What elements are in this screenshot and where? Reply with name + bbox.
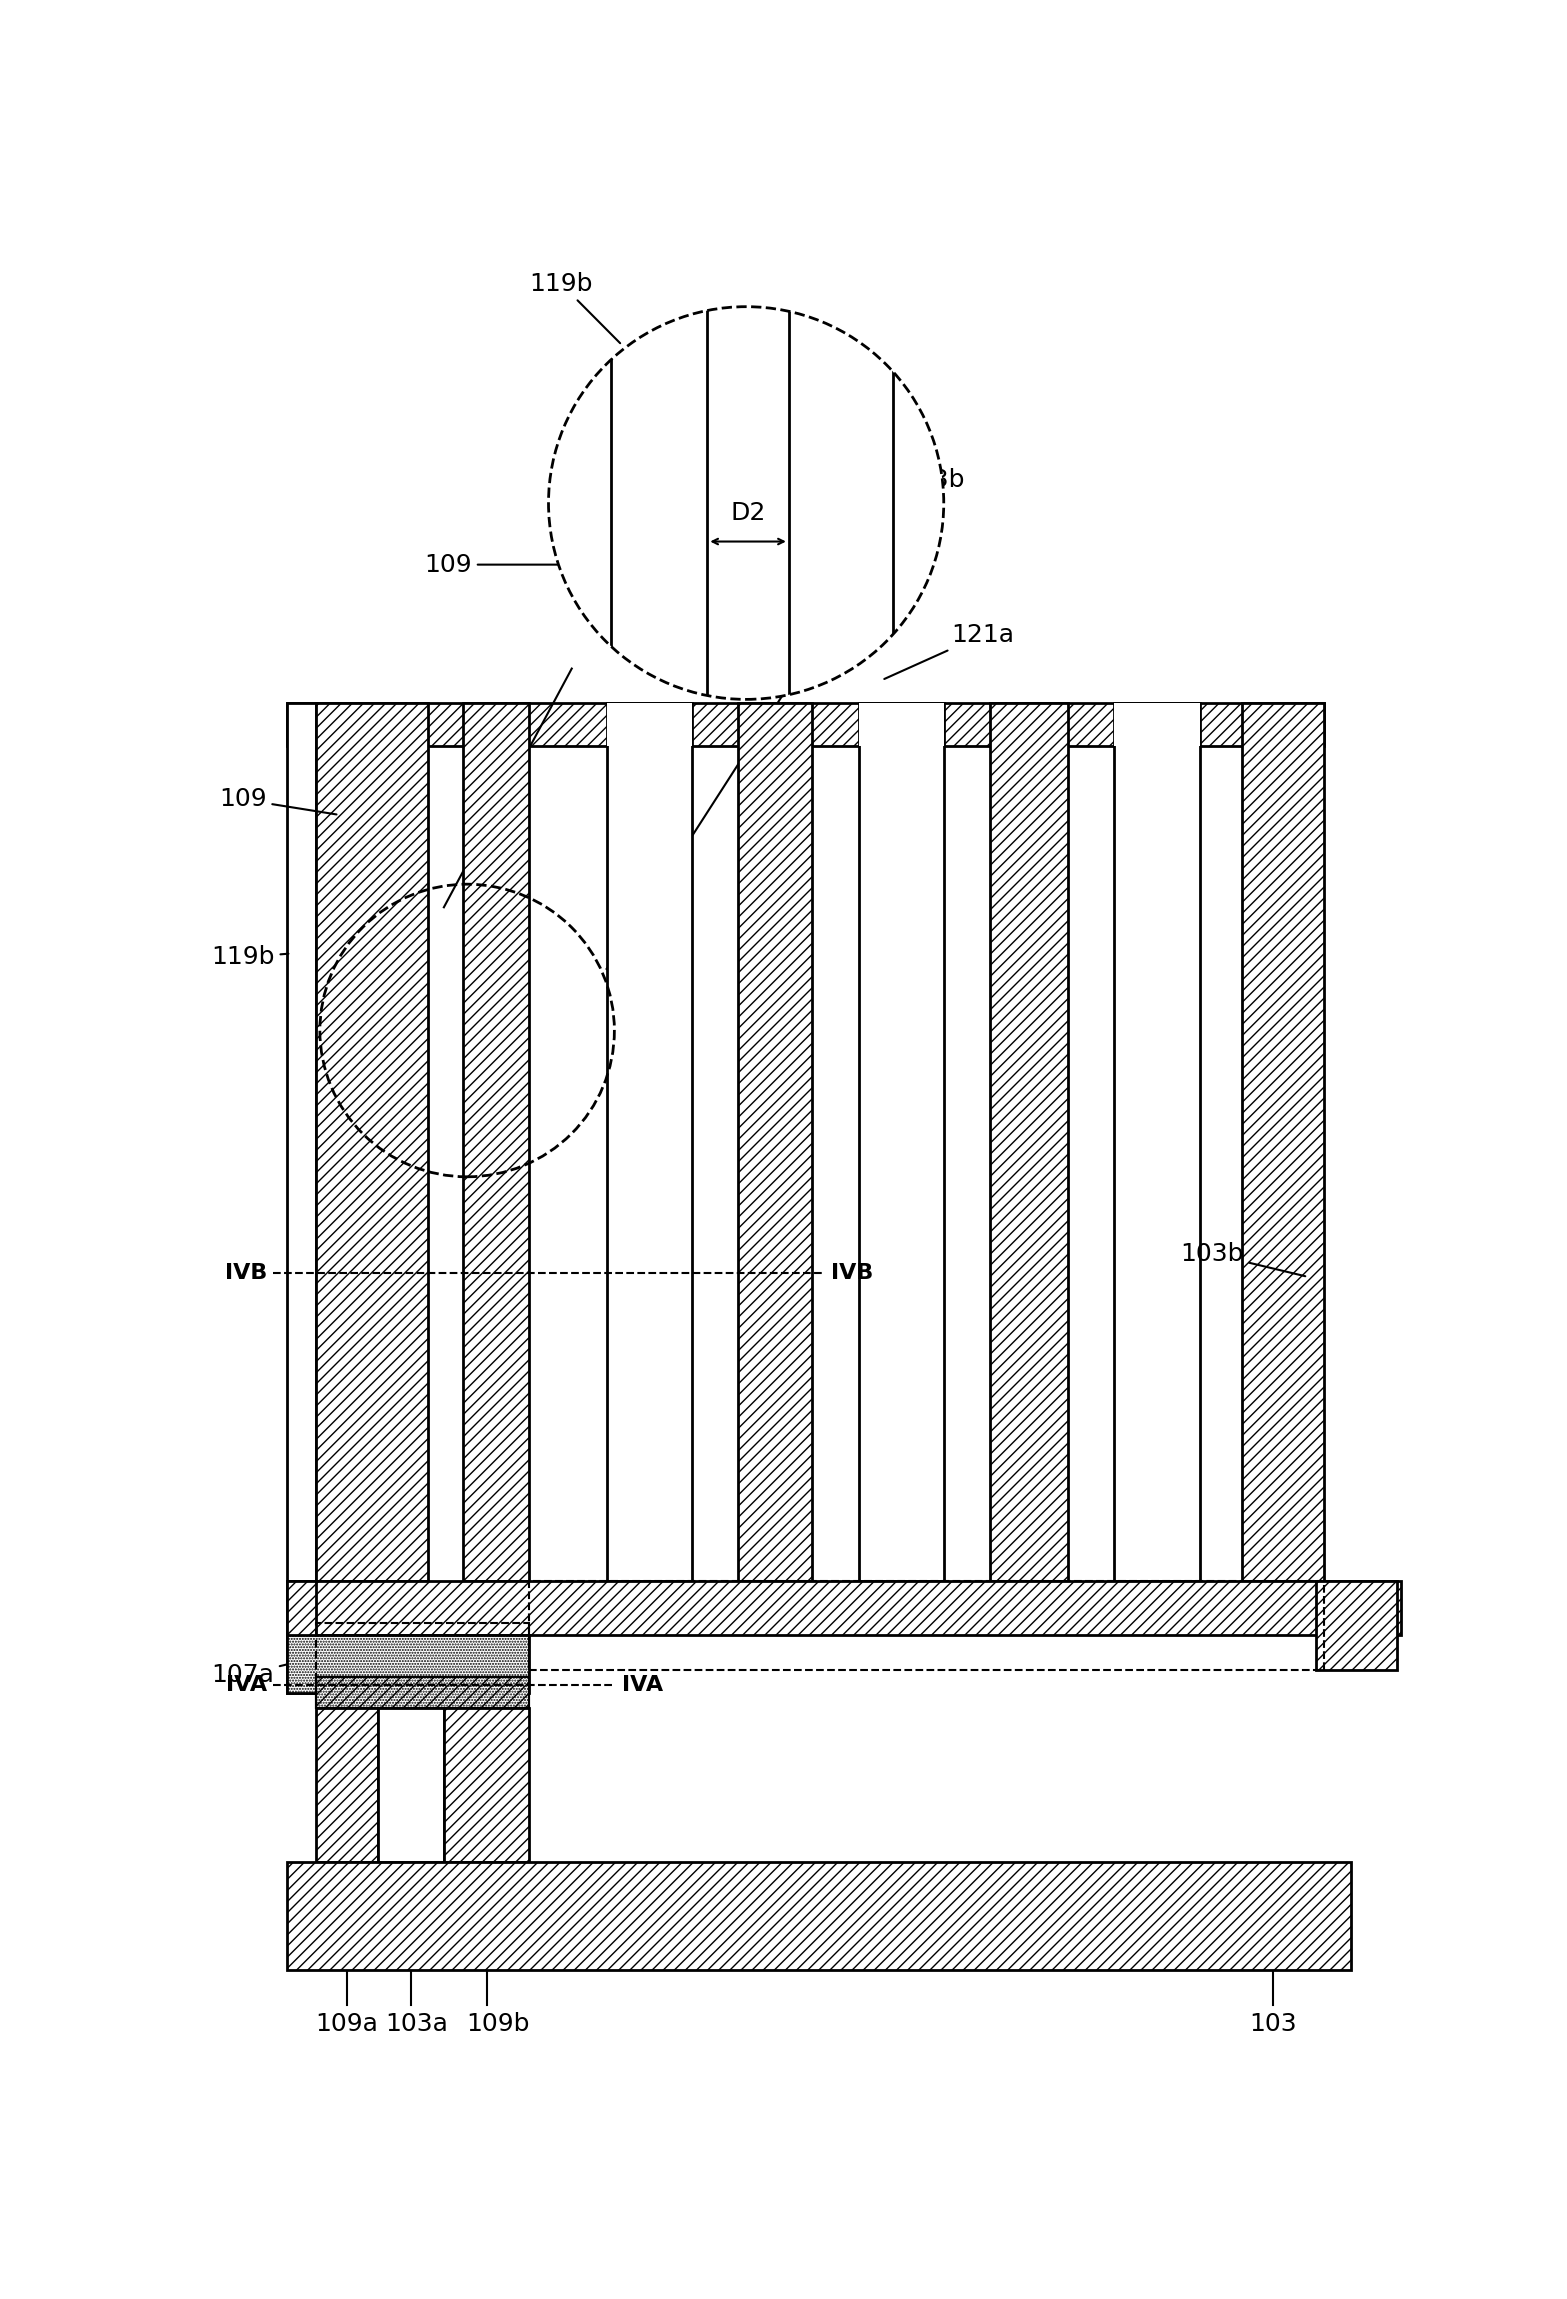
Circle shape — [548, 306, 943, 699]
Text: IVA: IVA — [226, 1676, 268, 1694]
Bar — [1114, 703, 1199, 745]
Bar — [287, 1862, 1351, 1970]
Bar — [788, 0, 893, 299]
Text: 109: 109 — [219, 789, 337, 814]
Text: 119b: 119b — [212, 945, 288, 970]
Bar — [287, 703, 317, 1582]
Bar — [317, 1708, 378, 1862]
Bar — [738, 703, 812, 1582]
Bar — [606, 703, 693, 1582]
Text: 109b: 109b — [467, 2012, 530, 2037]
Bar — [443, 1708, 530, 1862]
Bar — [317, 1623, 530, 1678]
Bar — [287, 1582, 1401, 1635]
Text: 121a: 121a — [884, 623, 1014, 678]
Bar — [859, 703, 943, 745]
Bar — [990, 703, 1067, 1582]
Bar — [530, 1582, 1324, 1669]
Bar — [317, 1678, 530, 1708]
Bar — [611, 0, 707, 299]
Text: IVB: IVB — [224, 1262, 268, 1283]
Bar — [707, 0, 788, 299]
Text: 109: 109 — [425, 552, 655, 577]
Bar — [859, 703, 943, 1582]
Bar — [287, 1635, 530, 1692]
Text: 103a: 103a — [385, 2012, 448, 2037]
Text: 107a: 107a — [212, 1662, 288, 1687]
Bar — [287, 1582, 317, 1692]
Text: 119b: 119b — [530, 271, 621, 343]
Bar — [287, 703, 1324, 745]
Bar — [1316, 1582, 1398, 1669]
Bar — [317, 703, 428, 1582]
Text: 103b: 103b — [881, 469, 965, 492]
Bar — [606, 703, 693, 745]
Text: 103b: 103b — [1180, 1241, 1305, 1276]
Bar — [378, 1708, 443, 1862]
Bar — [1114, 703, 1199, 1582]
Text: 103: 103 — [1249, 2012, 1297, 2037]
Bar — [464, 703, 530, 1582]
Text: IVA: IVA — [622, 1676, 663, 1694]
Text: D2: D2 — [730, 501, 766, 524]
Text: IVB: IVB — [832, 1262, 874, 1283]
Bar — [317, 1678, 530, 1708]
Text: 109a: 109a — [315, 2012, 379, 2037]
Bar — [1243, 703, 1324, 1582]
